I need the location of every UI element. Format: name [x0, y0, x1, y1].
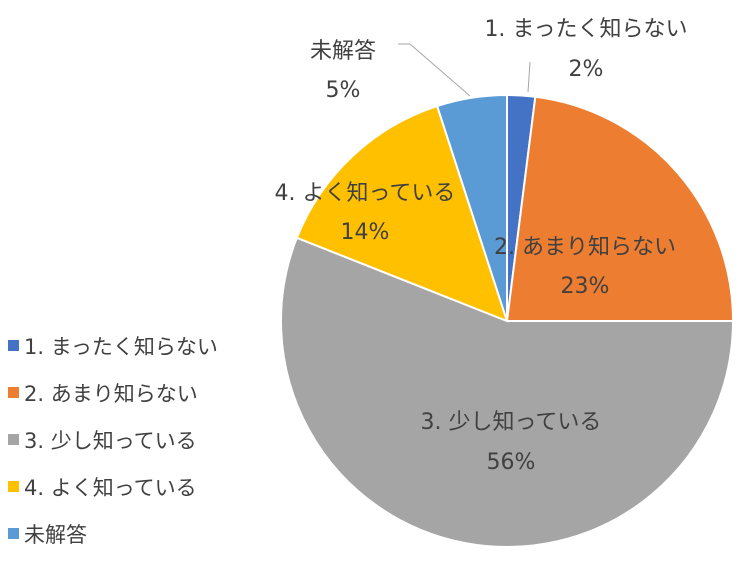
slice-value-label-1: 23% — [561, 274, 610, 299]
slice-category-label-2: 3. 少し知っている — [421, 410, 602, 435]
legend-swatch-0 — [8, 340, 19, 351]
pie-slice-4 — [435, 93, 508, 322]
slice-category-label-1: 2. あまり知らない — [494, 235, 676, 260]
slice-value-label-0: 2% — [569, 57, 604, 82]
leader-lines — [398, 43, 531, 97]
pie-slice-1 — [505, 95, 735, 322]
slice-category-label-4: 未解答 — [310, 39, 376, 64]
legend-swatch-3 — [8, 481, 19, 492]
legend-item-0: 1. まったく知らない — [8, 322, 218, 369]
legend-label-3: 4. よく知っている — [24, 475, 197, 500]
legend-item-1: 2. あまり知らない — [8, 369, 218, 416]
leader-line-4 — [398, 43, 471, 97]
legend-item-3: 4. よく知っている — [8, 463, 218, 510]
legend-item-2: 3. 少し知っている — [8, 416, 218, 463]
legend-label-2: 3. 少し知っている — [24, 428, 197, 453]
slice-value-label-3: 14% — [341, 220, 390, 245]
leader-line-0 — [527, 61, 531, 93]
pie-slices — [280, 93, 735, 548]
pie-slice-2 — [280, 236, 735, 548]
legend-swatch-4 — [8, 528, 19, 539]
slice-value-label-4: 5% — [326, 78, 361, 103]
slice-labels: 1. まったく知らない 2% 2. あまり知らない 23% 3. 少し知っている 56% 4… — [275, 17, 688, 475]
slice-category-label-0: 1. まったく知らない — [484, 17, 687, 42]
legend-item-4: 未解答 — [8, 510, 218, 557]
legend-swatch-2 — [8, 434, 19, 445]
slice-category-label-3: 4. よく知っている — [275, 181, 456, 206]
legend-label-0: 1. まったく知らない — [24, 334, 218, 359]
slice-value-label-2: 56% — [487, 450, 536, 475]
legend-label-4: 未解答 — [24, 522, 87, 547]
legend-swatch-1 — [8, 387, 19, 398]
legend: 1. まったく知らない 2. あまり知らない 3. 少し知っている 4. よく知… — [8, 322, 218, 557]
legend-label-1: 2. あまり知らない — [24, 381, 198, 406]
